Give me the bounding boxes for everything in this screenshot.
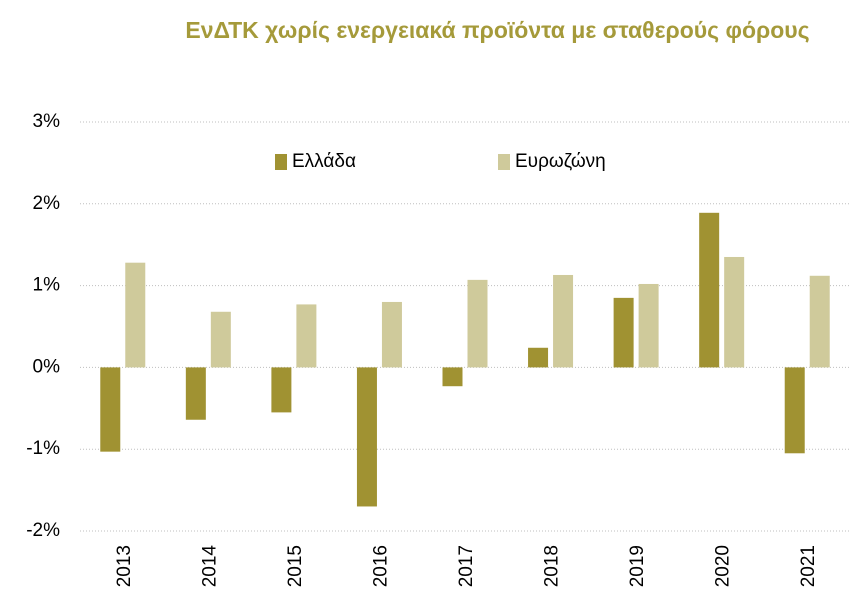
x-tick-label: 2021 (798, 545, 819, 587)
legend-swatch (498, 154, 510, 170)
y-tick-label: 1% (33, 275, 61, 296)
bar (699, 212, 720, 368)
bar (638, 283, 659, 368)
bar (784, 367, 805, 454)
x-tick-label: 2014 (199, 545, 220, 588)
legend-swatch (275, 154, 287, 170)
y-tick-label: -1% (26, 438, 60, 459)
y-tick-label: -2% (26, 520, 60, 541)
bar (613, 297, 634, 368)
bar (210, 311, 231, 368)
y-tick-label: 2% (33, 193, 61, 214)
bar (100, 367, 121, 452)
legend-label: Ευρωζώνη (515, 151, 606, 172)
bar (528, 347, 549, 368)
bar (271, 367, 292, 413)
bar (125, 262, 146, 368)
bar (185, 367, 206, 420)
bar (356, 367, 377, 507)
bar (724, 256, 745, 368)
x-tick-label: 2018 (542, 545, 563, 587)
legend-label: Ελλάδα (292, 151, 356, 172)
x-tick-label: 2016 (370, 545, 391, 587)
bar (553, 274, 574, 368)
bar (809, 275, 830, 368)
x-tick-label: 2017 (456, 545, 477, 587)
bar (381, 301, 402, 368)
y-tick-label: 3% (33, 111, 61, 132)
x-tick-label: 2020 (713, 545, 734, 587)
bar (467, 279, 488, 368)
chart-title: ΕνΔΤΚ χωρίς ενεργειακά προϊόντα με σταθε… (185, 17, 810, 43)
x-tick-label: 2015 (285, 545, 306, 587)
bar (442, 367, 463, 387)
x-tick-label: 2019 (627, 545, 648, 587)
bar (296, 304, 317, 368)
x-tick-label: 2013 (114, 545, 135, 587)
y-tick-label: 0% (33, 356, 61, 377)
